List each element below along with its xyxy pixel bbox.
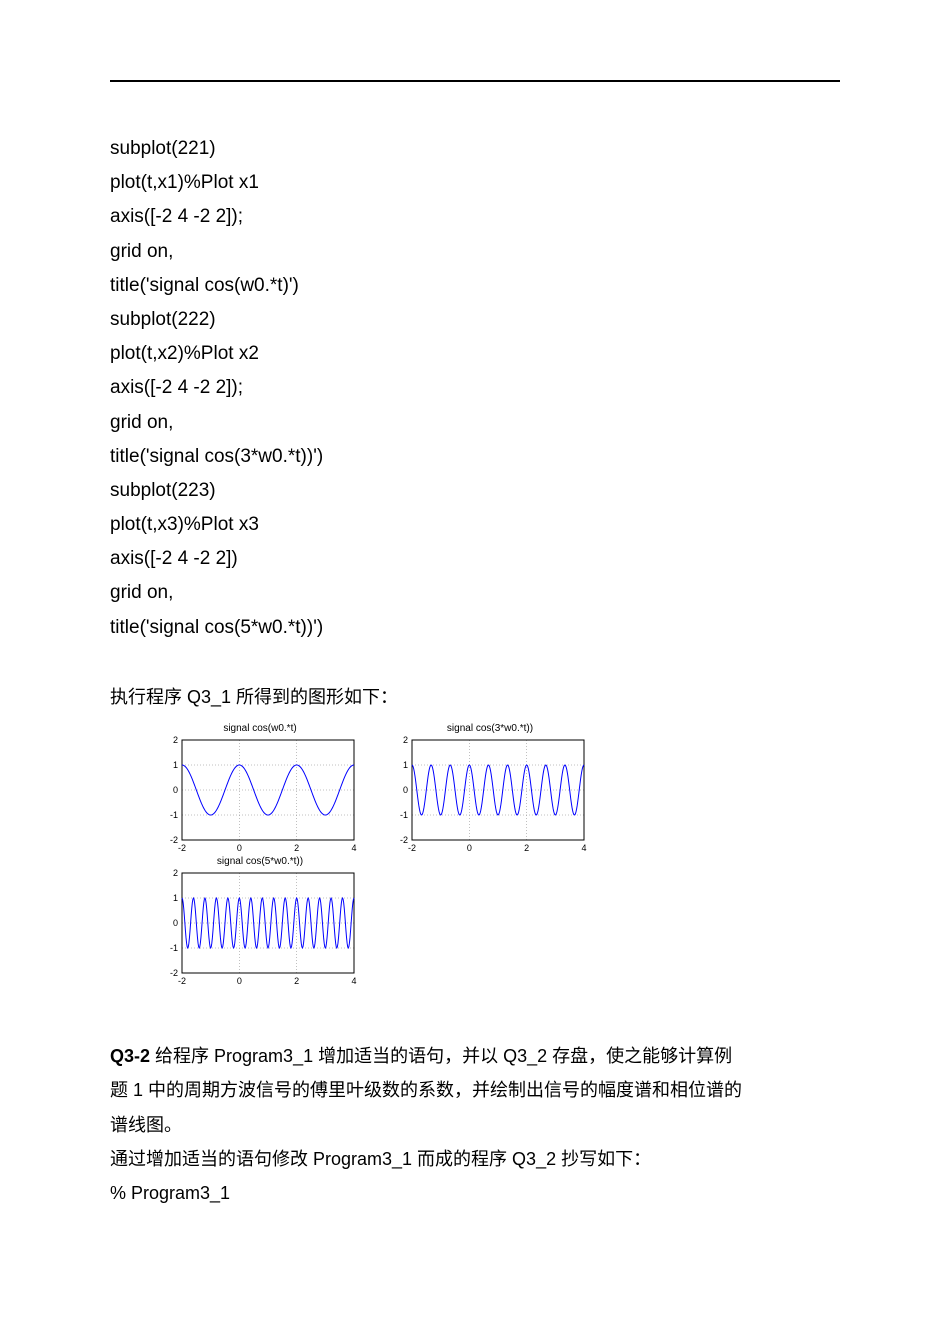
svg-text:2: 2	[294, 976, 299, 986]
chart-title: signal cos(w0.*t)	[160, 723, 360, 734]
chart-svg-1: -2 0 2 4 -2 -1 0 1 2	[160, 736, 360, 856]
svg-text:4: 4	[351, 843, 356, 853]
svg-text:-2: -2	[170, 968, 178, 978]
q3-2-label: Q3-2	[110, 1046, 150, 1066]
svg-text:-1: -1	[170, 810, 178, 820]
chart-panel-1: signal cos(w0.*t) -2 0 2 4 -2 -1 0 1 2	[160, 723, 360, 856]
code-line: title('signal cos(w0.*t)')	[110, 269, 840, 303]
q3-2-block: Q3-2 给程序 Program3_1 增加适当的语句，并以 Q3_2 存盘，使…	[110, 1039, 840, 1210]
svg-text:0: 0	[237, 976, 242, 986]
code-line: axis([-2 4 -2 2]);	[110, 200, 840, 234]
code-line: axis([-2 4 -2 2])	[110, 542, 840, 576]
q3-2-line2: 题 1 中的周期方波信号的傅里叶级数的系数，并绘制出信号的幅度谱和相位谱的	[110, 1073, 840, 1107]
svg-text:2: 2	[294, 843, 299, 853]
chart-title: signal cos(3*w0.*t))	[390, 723, 590, 734]
code-line: grid on,	[110, 406, 840, 440]
code-line: subplot(223)	[110, 474, 840, 508]
charts-container: signal cos(w0.*t) -2 0 2 4 -2 -1 0 1 2 signal co…	[160, 723, 840, 989]
svg-text:-2: -2	[170, 835, 178, 845]
svg-text:0: 0	[467, 843, 472, 853]
svg-text:-2: -2	[178, 976, 186, 986]
svg-text:2: 2	[403, 736, 408, 745]
header-rule	[110, 80, 840, 82]
svg-text:-1: -1	[170, 943, 178, 953]
svg-text:2: 2	[173, 869, 178, 878]
code-line: grid on,	[110, 235, 840, 269]
svg-text:0: 0	[237, 843, 242, 853]
q3-2-line3: 谱线图。	[110, 1108, 840, 1142]
svg-text:4: 4	[581, 843, 586, 853]
code-block: subplot(221) plot(t,x1)%Plot x1 axis([-2…	[110, 132, 840, 645]
svg-text:-2: -2	[408, 843, 416, 853]
q3-2-line5: % Program3_1	[110, 1176, 840, 1210]
svg-text:-1: -1	[400, 810, 408, 820]
svg-text:2: 2	[524, 843, 529, 853]
svg-text:0: 0	[403, 785, 408, 795]
svg-text:4: 4	[351, 976, 356, 986]
svg-text:0: 0	[173, 785, 178, 795]
q3-2-line1-rest: 给程序 Program3_1 增加适当的语句，并以 Q3_2 存盘，使之能够计算…	[150, 1046, 732, 1066]
code-line: subplot(222)	[110, 303, 840, 337]
svg-text:1: 1	[403, 760, 408, 770]
code-line: axis([-2 4 -2 2]);	[110, 371, 840, 405]
code-line: title('signal cos(5*w0.*t))')	[110, 611, 840, 645]
svg-text:0: 0	[173, 918, 178, 928]
svg-text:-2: -2	[178, 843, 186, 853]
code-line: plot(t,x3)%Plot x3	[110, 508, 840, 542]
chart-panel-3: signal cos(5*w0.*t)) -2 0 2 4 -2 -1 0 1 2	[160, 856, 360, 989]
chart-svg-3: -2 0 2 4 -2 -1 0 1 2	[160, 869, 360, 989]
chart-title: signal cos(5*w0.*t))	[160, 856, 360, 867]
code-line: plot(t,x2)%Plot x2	[110, 337, 840, 371]
q3-2-line1: Q3-2 给程序 Program3_1 增加适当的语句，并以 Q3_2 存盘，使…	[110, 1039, 840, 1073]
q3-2-line4: 通过增加适当的语句修改 Program3_1 而成的程序 Q3_2 抄写如下：	[110, 1142, 840, 1176]
svg-text:-2: -2	[400, 835, 408, 845]
chart-panel-2: signal cos(3*w0.*t)) -2 0 2 4 -2 -1 0 1 2	[390, 723, 590, 856]
code-line: subplot(221)	[110, 132, 840, 166]
svg-text:1: 1	[173, 760, 178, 770]
svg-text:1: 1	[173, 893, 178, 903]
chart-svg-2: -2 0 2 4 -2 -1 0 1 2	[390, 736, 590, 856]
code-line: plot(t,x1)%Plot x1	[110, 166, 840, 200]
code-line: title('signal cos(3*w0.*t))')	[110, 440, 840, 474]
code-line: grid on,	[110, 576, 840, 610]
figure-caption: 执行程序 Q3_1 所得到的图形如下：	[110, 681, 840, 713]
svg-text:2: 2	[173, 736, 178, 745]
